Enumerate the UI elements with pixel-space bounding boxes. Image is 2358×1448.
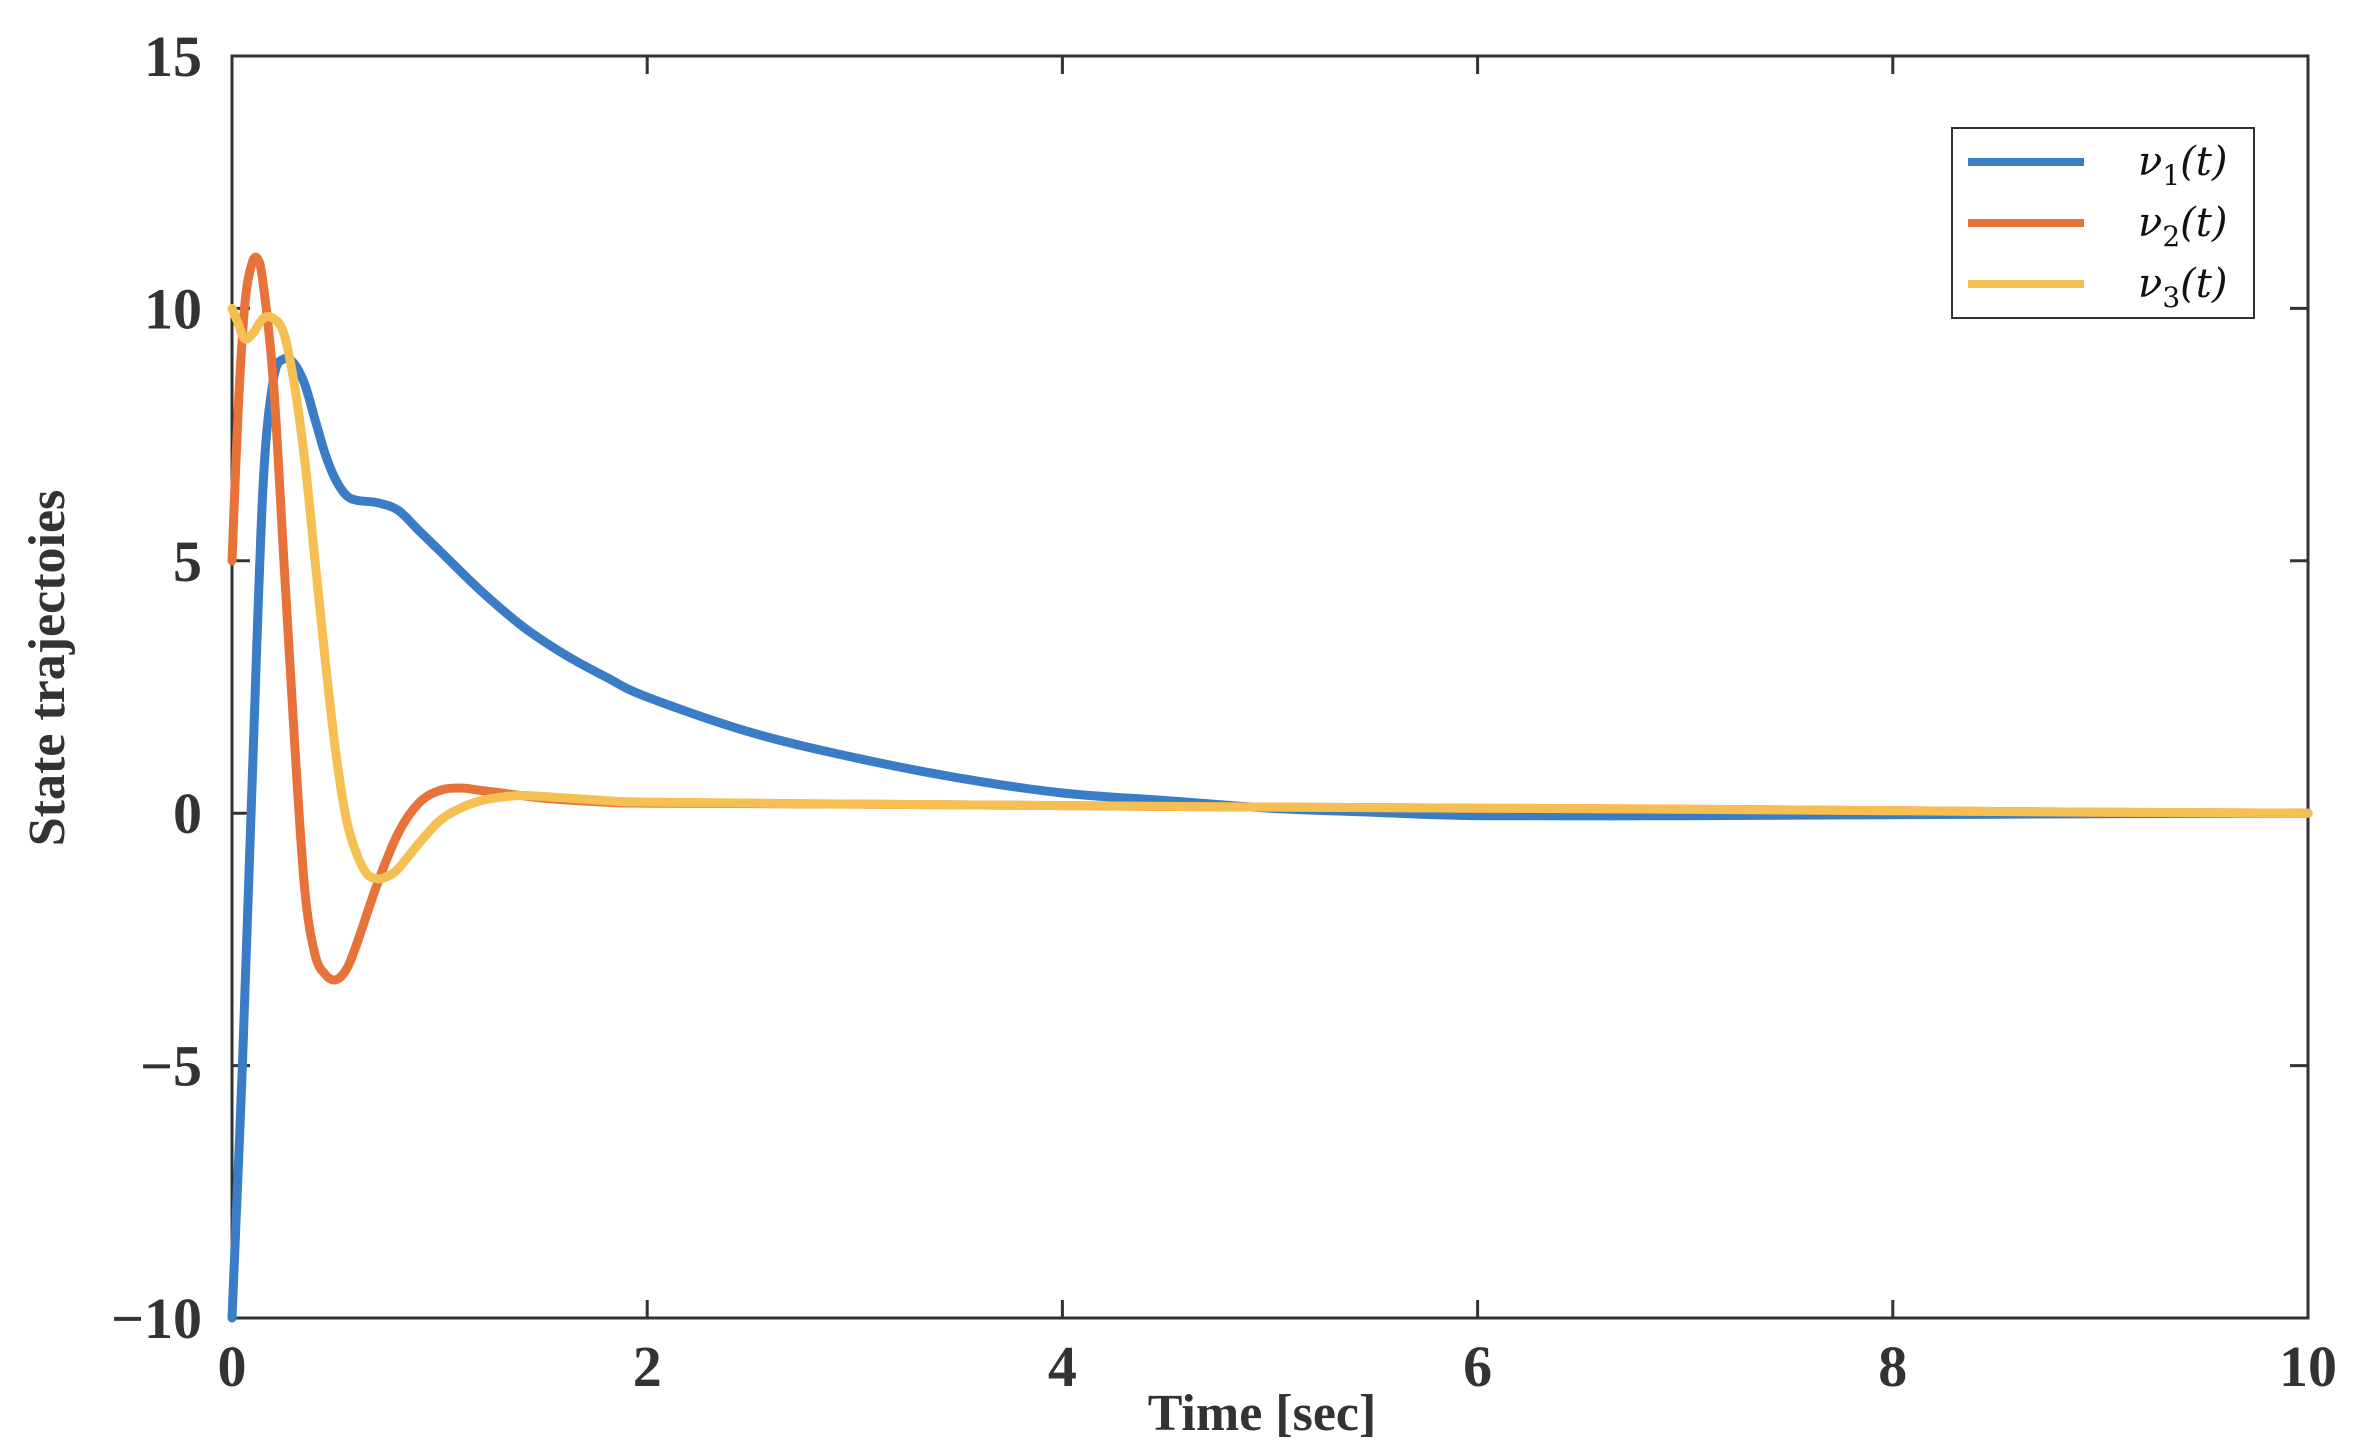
y-axis: −10 −5 0 5 10 15 (111, 24, 2308, 1351)
legend: ν1(t) ν2(t) ν3(t) (1951, 127, 2255, 319)
x-axis: 0 2 4 6 8 10 (218, 56, 2337, 1399)
x-axis-title: Time [sec] (1148, 1385, 1377, 1442)
y-tick-label: −10 (111, 1286, 202, 1351)
x-tick-label: 4 (1048, 1334, 1077, 1399)
y-tick-label: 5 (173, 529, 202, 594)
x-tick-label: 2 (633, 1334, 662, 1399)
legend-label: ν2(t) (2138, 200, 2227, 253)
y-tick-label: 15 (144, 24, 202, 89)
y-tick-label: 10 (144, 276, 202, 341)
y-tick-label: −5 (140, 1034, 202, 1099)
y-axis-title: State trajectoies (19, 490, 76, 847)
x-tick-label: 8 (1878, 1334, 1907, 1399)
legend-label: ν1(t) (2138, 139, 2227, 192)
x-tick-label: 10 (2279, 1334, 2337, 1399)
series-line-3 (227, 303, 2313, 884)
series-lines (227, 252, 2313, 1323)
y-tick-label: 0 (173, 781, 202, 846)
legend-label: ν3(t) (2138, 261, 2227, 314)
x-tick-label: 6 (1463, 1334, 1492, 1399)
x-tick-label: 0 (218, 1334, 247, 1399)
